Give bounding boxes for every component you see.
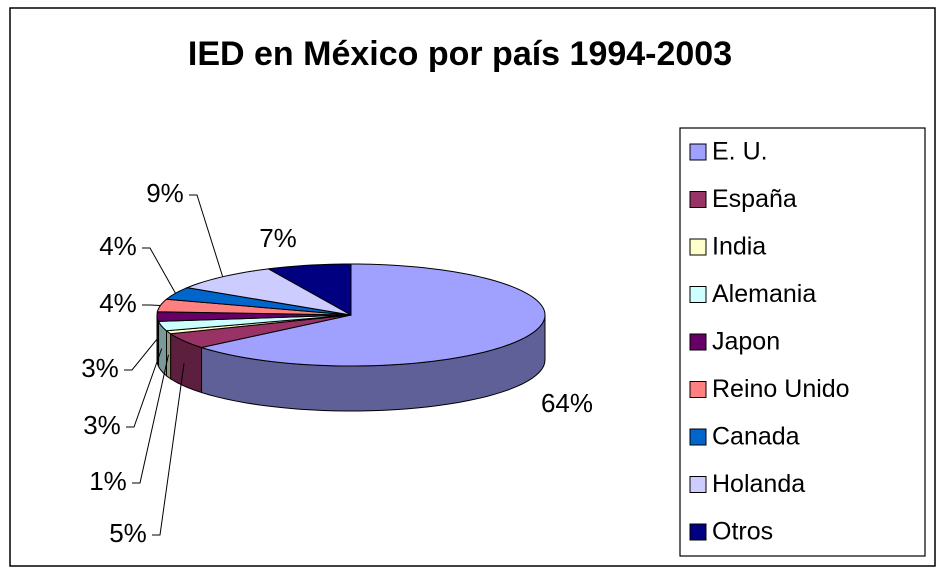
leader-line [132, 354, 169, 484]
legend-label: Reino Unido [712, 375, 850, 403]
pie-slice [157, 314, 352, 332]
legend-swatch [689, 523, 707, 541]
pie-slice [165, 287, 352, 316]
pie-slice [185, 268, 352, 316]
data-label: 3% [83, 410, 121, 440]
legend-swatch [689, 143, 707, 161]
pie-slice [156, 311, 352, 322]
legend-label: India [712, 233, 766, 261]
legend-label: Holanda [712, 470, 805, 498]
legend-swatch [689, 381, 707, 398]
legend-swatch [689, 191, 707, 208]
leader-line [142, 247, 176, 294]
pie-slice [199, 263, 546, 367]
legend-swatch [689, 238, 707, 256]
pie-slice [169, 314, 352, 349]
data-label: 64% [541, 388, 593, 418]
legend-swatch [689, 476, 707, 493]
leader-line [189, 194, 224, 277]
data-label: 1% [89, 466, 127, 496]
data-label: 9% [146, 178, 184, 208]
leader-line [124, 338, 158, 371]
legend-swatch [689, 428, 707, 446]
data-label: 7% [259, 223, 297, 253]
chart-title: IED en México por país 1994-2003 [188, 35, 732, 73]
data-label: 3% [81, 353, 119, 383]
data-label: 5% [109, 518, 147, 548]
legend-label: Otros [712, 518, 773, 546]
leader-line [152, 363, 185, 536]
legend-label: Japon [712, 328, 780, 356]
legend-label: E. U. [712, 138, 768, 166]
legend-label: Canada [712, 423, 800, 451]
legend-box [679, 127, 926, 557]
data-label: 4% [99, 288, 137, 318]
legend-swatch [689, 333, 707, 351]
pie-side [165, 329, 172, 380]
legend-label: España [712, 185, 797, 213]
leader-line [126, 348, 163, 428]
legend-label: Alemania [712, 280, 816, 308]
data-label: 4% [99, 231, 137, 261]
pie-slice [266, 263, 352, 316]
legend-swatch [689, 286, 707, 303]
